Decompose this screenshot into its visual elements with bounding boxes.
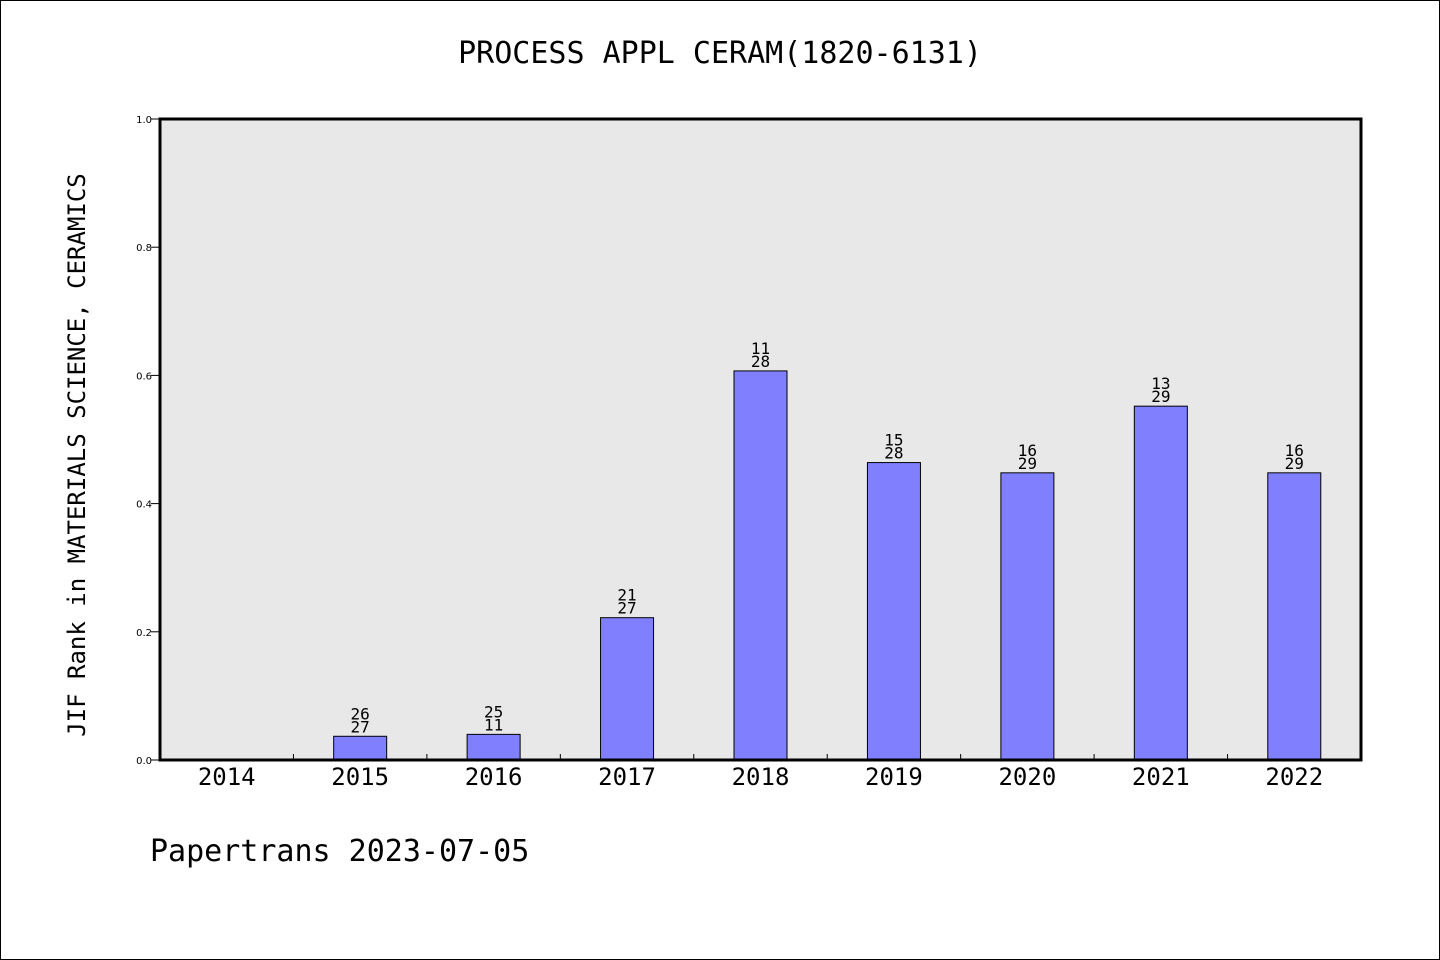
- bar-data-label: 11: [484, 715, 503, 734]
- bar-data-label: 29: [1151, 387, 1170, 406]
- bar-data-label: 26: [351, 704, 370, 723]
- bar-data-label: 27: [351, 717, 370, 736]
- bar-2021: [1133, 405, 1188, 761]
- x-tick-label: 2016: [465, 763, 523, 791]
- bar-data-label: 16: [1285, 441, 1304, 460]
- x-tick-label: 2017: [598, 763, 656, 791]
- x-tick-label: 2018: [732, 763, 790, 791]
- x-tick-label: 2020: [998, 763, 1056, 791]
- bar-data-label: 27: [617, 599, 636, 618]
- y-tick-label: 0.2: [136, 628, 152, 639]
- bar-2019: [866, 462, 921, 761]
- bar-data-label: 11: [751, 339, 770, 358]
- y-tick-label: 0.6: [136, 371, 152, 382]
- bar-2022: [1267, 472, 1322, 761]
- bar-data-label: 29: [1018, 454, 1037, 473]
- y-tick-label: 0.4: [136, 500, 152, 511]
- plot-border: [158, 117, 1363, 762]
- x-tick-label: 2021: [1132, 763, 1190, 791]
- x-tick-label: 2022: [1265, 763, 1323, 791]
- footer-text: Papertrans 2023-07-05: [150, 834, 530, 869]
- bar-data-label: 21: [617, 586, 636, 605]
- bar-2018: [733, 370, 788, 761]
- bar-data-label: 25: [484, 702, 503, 721]
- y-tick-label: 1.0: [136, 115, 152, 126]
- bar-2015: [333, 735, 388, 761]
- bar-data-label: 16: [1018, 441, 1037, 460]
- x-tick-label: 2014: [198, 763, 256, 791]
- bar-2017: [600, 617, 655, 761]
- y-axis: 0.0 0.2 0.4 0.6 0.8 1.0: [136, 115, 160, 767]
- chart-title: PROCESS APPL CERAM(1820-6131): [458, 36, 982, 71]
- bar-data-label: 13: [1151, 374, 1170, 393]
- x-axis: 2014 2015 2016 2017 2018 2019 2020 2021 2022: [198, 754, 1323, 791]
- bar-2016: [466, 733, 521, 761]
- bar-data-label: 29: [1285, 454, 1304, 473]
- y-tick-label: 0.0: [136, 756, 152, 767]
- x-tick-label: 2015: [331, 763, 389, 791]
- bar-data-label: 15: [884, 431, 903, 450]
- x-tick-label: 2019: [865, 763, 923, 791]
- y-tick-label: 0.8: [136, 243, 152, 254]
- bar-data-label: 28: [884, 444, 903, 463]
- bar-data-label: 28: [751, 352, 770, 371]
- bar-2020: [1000, 472, 1055, 761]
